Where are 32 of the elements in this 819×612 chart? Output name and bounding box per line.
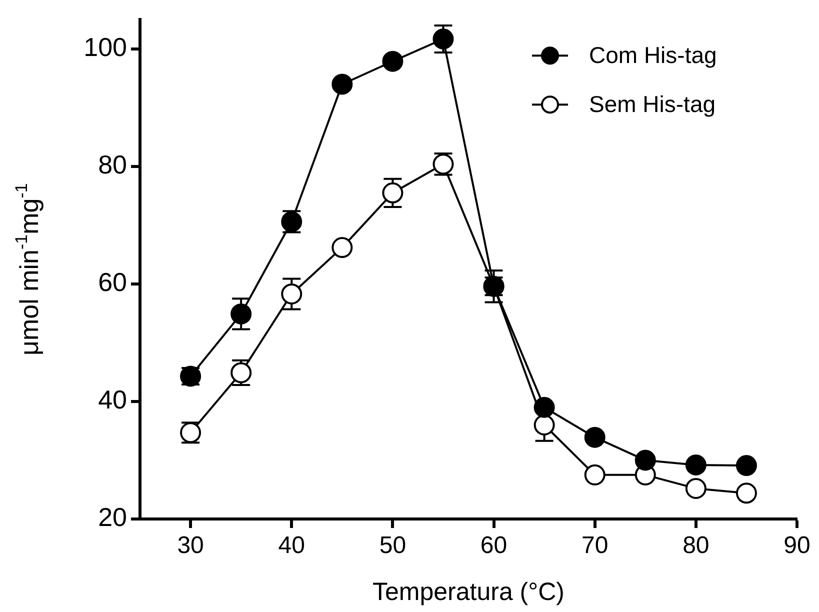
x-tick-label: 70 — [581, 532, 608, 560]
y-tick-label: 80 — [98, 150, 127, 180]
point — [634, 450, 656, 471]
point — [382, 182, 404, 204]
y-tick-label: 40 — [98, 384, 127, 415]
point — [736, 482, 757, 504]
y-tick-label: 20 — [98, 502, 127, 532]
point — [382, 50, 404, 72]
x-tick-label: 30 — [177, 532, 204, 560]
x-tick-label: 90 — [784, 532, 810, 560]
x-axis-title: Temperatura (°C) — [372, 578, 564, 606]
point — [685, 454, 706, 476]
point — [736, 455, 757, 476]
point — [332, 74, 353, 95]
x-tick-label: 60 — [480, 532, 508, 560]
point — [534, 414, 555, 436]
point — [534, 396, 555, 418]
point — [332, 237, 353, 258]
point — [584, 464, 606, 486]
point — [432, 28, 454, 50]
point — [685, 478, 706, 499]
y-tick-label: 60 — [98, 267, 127, 298]
x-tick-label: 50 — [379, 532, 406, 560]
legend-label: Sem His-tag — [589, 90, 716, 117]
x-tick-label: 80 — [682, 532, 710, 560]
y-axis-title: μmol min-1mg-1 — [12, 183, 44, 356]
point — [230, 303, 252, 324]
point — [584, 426, 606, 448]
point — [281, 283, 302, 304]
legend-label: Com His-tag — [589, 42, 717, 68]
y-tick-label: 100 — [84, 32, 127, 62]
x-tick-label: 40 — [278, 532, 305, 560]
